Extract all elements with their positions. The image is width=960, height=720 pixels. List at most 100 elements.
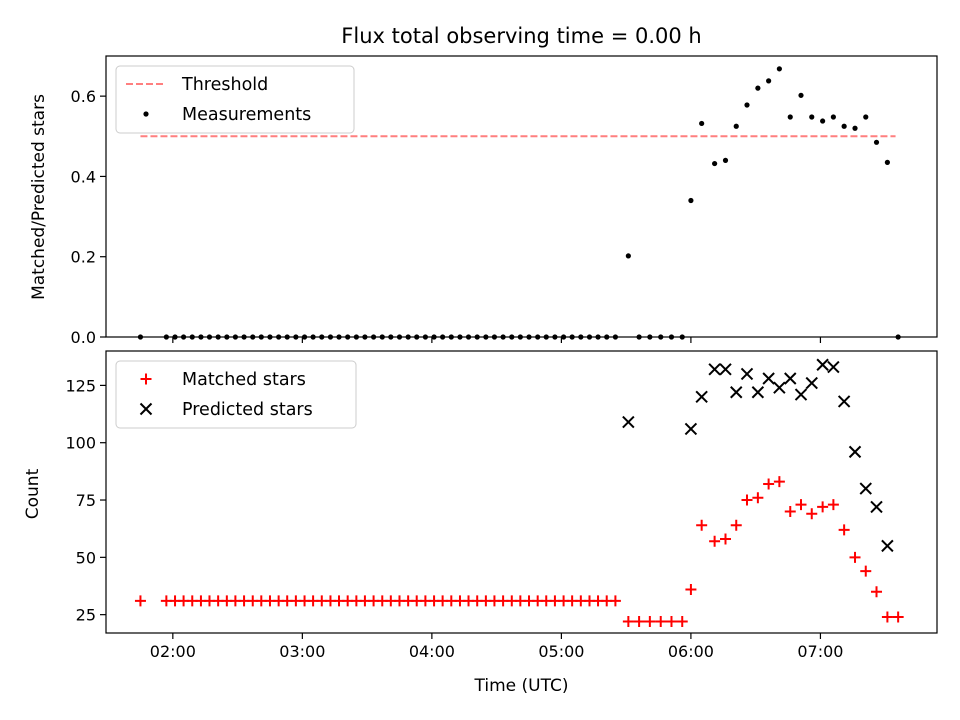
matched-star-point (609, 595, 621, 607)
matched-star-point (696, 519, 708, 531)
top-plot-area: 0.0 0.2 0.4 0.6 Threshold Measurements (71, 55, 938, 347)
legend-predicted-handle (139, 402, 153, 416)
matched-star-point (817, 501, 829, 513)
matched-star-point (838, 524, 850, 536)
x-tick-label: 06:00 (668, 642, 714, 661)
top-y-tick-label: 0.2 (71, 248, 96, 267)
top-y-axis-label: Matched/Predicted stars (29, 94, 49, 300)
measurement-point (830, 114, 836, 120)
measurement-point (873, 139, 880, 145)
measurement-point (733, 123, 739, 129)
measurement-point (841, 123, 847, 129)
predicted-star-point (816, 358, 829, 371)
predicted-star-point (805, 376, 818, 390)
predicted-star-point (622, 415, 635, 429)
bottom-y-tick-label: 50 (76, 548, 96, 567)
measurement-point (852, 125, 858, 131)
x-tick-label: 03:00 (279, 642, 325, 661)
measurement-point (798, 92, 804, 98)
matched-star-point (676, 616, 688, 628)
measurement-point (776, 66, 782, 72)
measurement-point (625, 253, 631, 259)
bottom-plot-area: 25 50 75 100 125 02:00 03:00 04:00 05:00 06:00 07:… (65, 350, 938, 661)
top-chart-title: Flux total observing time = 0.00 h (341, 24, 701, 48)
bottom-y-tick-label: 75 (76, 491, 96, 510)
predicted-star-point (708, 363, 721, 376)
legend-matched-handle (140, 373, 152, 385)
matched-star-point (752, 492, 764, 504)
matched-star-point (784, 505, 796, 517)
predicted-star-point (870, 500, 883, 514)
measurement-point (755, 85, 761, 91)
predicted-star-point (859, 482, 872, 495)
matched-star-point (871, 586, 883, 598)
matched-star-point (709, 535, 721, 547)
predicted-star-point (684, 422, 698, 436)
bottom-y-axis-label: Count (23, 468, 43, 519)
legend-measurements-handle (143, 111, 149, 117)
measurement-point (787, 114, 793, 120)
matched-star-point (741, 494, 753, 506)
predicted-star-point (730, 386, 743, 399)
matched-star-point (892, 611, 904, 623)
matched-star-point (644, 616, 656, 628)
x-tick-label: 04:00 (409, 642, 455, 661)
predicted-star-point (848, 445, 862, 459)
matched-star-point (881, 611, 893, 623)
matched-star-point (719, 533, 731, 545)
matched-star-point (633, 616, 645, 628)
bottom-series-1 (622, 358, 894, 553)
measurement-point (722, 157, 729, 163)
predicted-star-point (837, 395, 851, 408)
matched-star-point (860, 565, 872, 577)
matched-star-point (806, 508, 818, 520)
measurement-point (744, 102, 750, 108)
bottom-y-tick-label: 125 (65, 376, 96, 395)
predicted-star-point (762, 372, 775, 385)
matched-star-point (622, 616, 634, 628)
predicted-star-point (751, 386, 765, 399)
bottom-legend: Matched stars Predicted stars (115, 360, 357, 429)
measurement-point (884, 159, 890, 165)
predicted-star-point (695, 390, 708, 404)
bottom-series-0 (134, 476, 904, 628)
matched-star-point (655, 616, 667, 628)
x-tick-label: 05:00 (538, 642, 584, 661)
measurement-point (863, 114, 869, 120)
predicted-star-point (827, 360, 840, 374)
x-axis-label: Time (UTC) (474, 676, 569, 696)
top-y-tick-label: 0.4 (71, 167, 96, 186)
matched-star-point (665, 616, 677, 628)
matched-star-point (827, 499, 839, 511)
measurement-point (699, 120, 705, 127)
measurement-point (809, 114, 815, 120)
bottom-legend-box (115, 360, 357, 429)
predicted-star-point (881, 539, 894, 553)
predicted-star-point (773, 381, 786, 394)
measurement-point (712, 160, 718, 167)
matched-star-point (685, 583, 697, 595)
bottom-legend-label: Predicted stars (182, 400, 313, 420)
matched-star-point (849, 551, 861, 563)
bottom-axes-frame (105, 350, 938, 634)
top-legend-box (115, 65, 355, 134)
axis-labels: Matched/Predicted stars Count Time (UTC) (23, 94, 568, 696)
bottom-y-tick-label: 25 (76, 606, 96, 625)
top-y-tick-label: 0.6 (71, 87, 96, 106)
bottom-y-tick-label: 100 (65, 434, 96, 453)
matched-star-point (134, 595, 146, 607)
predicted-star-point (719, 363, 732, 376)
predicted-star-point (784, 372, 797, 385)
matched-star-point (795, 499, 807, 511)
matched-star-point (773, 476, 785, 488)
top-legend-label: Threshold (181, 75, 268, 95)
predicted-star-point (740, 367, 754, 381)
measurement-point (766, 78, 772, 84)
x-tick-label: 02:00 (150, 642, 196, 661)
matched-star-point (730, 519, 742, 531)
top-legend: Threshold Measurements (115, 65, 355, 134)
top-y-tick-label: 0.0 (71, 328, 96, 347)
matched-star-point (763, 478, 775, 490)
predicted-star-point (794, 388, 808, 401)
